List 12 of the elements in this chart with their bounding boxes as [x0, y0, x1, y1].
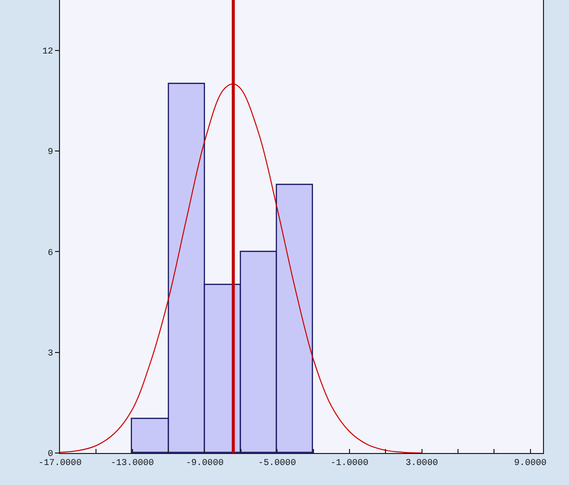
x-tick-label: -17.0000	[38, 458, 82, 468]
x-tick-label: -9.0000	[186, 458, 224, 468]
x-tick-label: 9.0000	[514, 458, 547, 468]
y-tick-label: 9	[48, 147, 54, 158]
y-tick-label: 0	[48, 449, 54, 460]
x-tick-label: -13.0000	[110, 458, 154, 468]
y-tick-label: 3	[48, 348, 54, 358]
x-tick-label: 3.0000	[406, 458, 438, 468]
x-tick-label: -1.0000	[330, 458, 368, 468]
x-tick-label: -5.0000	[258, 458, 296, 468]
y-tick-label: 6	[48, 248, 54, 258]
y-tick-label: 12	[42, 46, 54, 56]
